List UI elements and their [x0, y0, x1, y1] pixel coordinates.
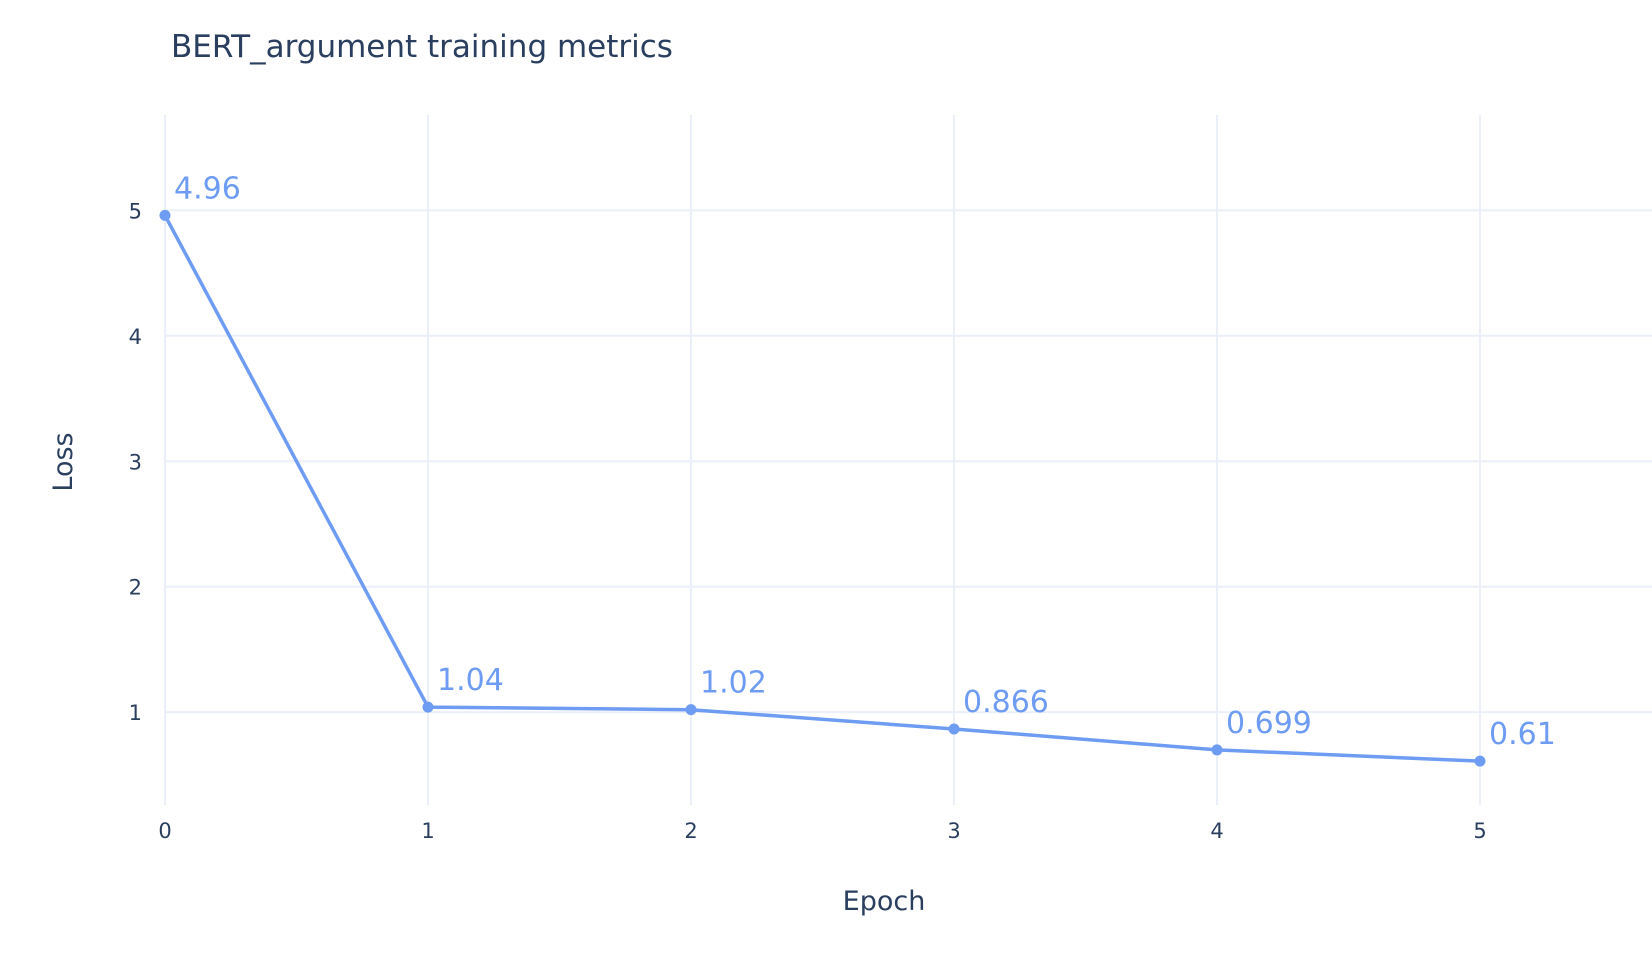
x-tick-label: 1 [421, 819, 434, 843]
y-axis-title: Loss [48, 432, 79, 491]
data-label: 1.02 [700, 666, 767, 701]
data-point-marker [159, 209, 171, 221]
x-axis-ticks: 0 1 2 3 4 5 [158, 819, 1486, 843]
y-tick-label: 4 [129, 325, 142, 349]
data-label: 4.96 [174, 171, 241, 206]
x-tick-label: 4 [1210, 819, 1223, 843]
x-tick-label: 0 [158, 819, 171, 843]
series-line [163, 214, 1481, 763]
data-label: 0.699 [1226, 706, 1312, 741]
data-label: 0.61 [1489, 717, 1556, 752]
x-tick-label: 3 [947, 819, 960, 843]
x-tick-label: 5 [1473, 819, 1486, 843]
data-label: 0.866 [963, 685, 1049, 720]
y-tick-label: 5 [129, 199, 142, 223]
x-axis-title: Epoch [843, 886, 926, 917]
chart-title: BERT_argument training metrics [171, 29, 673, 65]
series-layer: 4.96 1.04 1.02 0.866 0.699 0.61 [159, 171, 1556, 767]
y-tick-label: 2 [129, 576, 142, 600]
data-point-marker [1474, 755, 1486, 767]
data-point-marker [685, 704, 697, 716]
data-point-marker [948, 723, 960, 735]
y-tick-label: 3 [129, 450, 142, 474]
data-point-marker [422, 701, 434, 713]
data-label: 1.04 [437, 663, 504, 698]
grid [164, 115, 1652, 805]
y-axis-ticks: 1 2 3 4 5 [129, 199, 142, 725]
y-tick-label: 1 [129, 701, 142, 725]
data-point-marker [1211, 744, 1223, 756]
x-tick-label: 2 [684, 819, 697, 843]
